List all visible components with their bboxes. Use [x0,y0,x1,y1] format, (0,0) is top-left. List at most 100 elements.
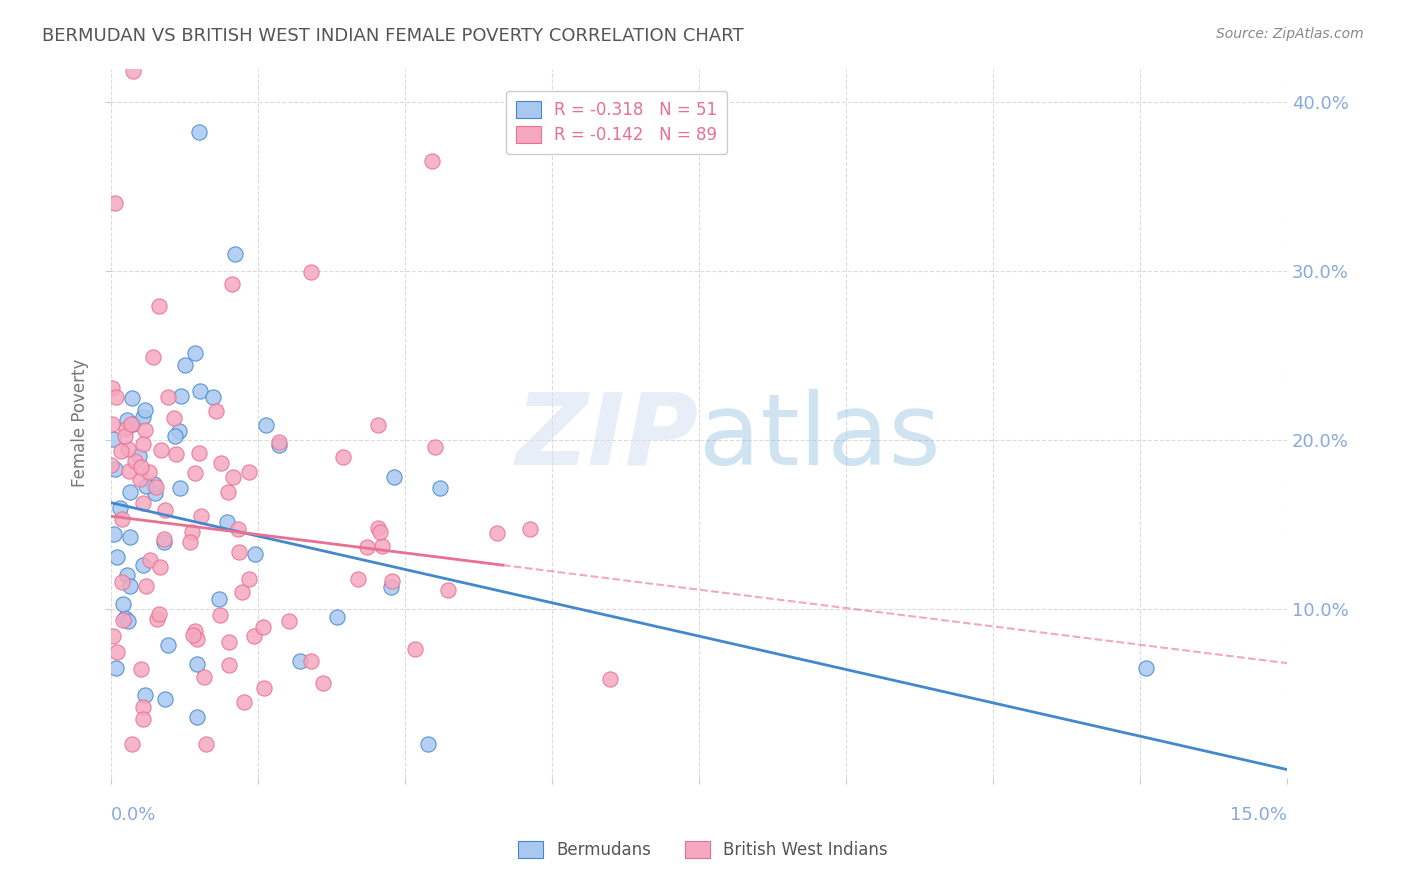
Point [367,417,389,432]
Point [129,460,152,475]
Point [209,607,232,622]
Text: Source: ZipAtlas.com: Source: ZipAtlas.com [1216,27,1364,41]
Point [135,479,157,493]
Point [404,641,426,656]
Point [356,540,378,554]
Point [599,672,621,686]
Point [117,442,139,457]
Point [153,533,176,547]
Point [186,632,208,646]
Point [165,447,187,461]
Point [184,345,207,359]
Point [346,572,368,586]
Point [132,700,155,714]
Point [128,449,150,463]
Point [254,417,277,432]
Point [145,480,167,494]
Point [122,64,145,78]
Point [134,688,156,702]
Point [100,381,122,395]
Point [187,125,209,139]
Point [148,607,170,622]
Point [367,521,389,535]
Point [149,560,172,574]
Point [118,530,141,544]
Y-axis label: Female Poverty: Female Poverty [72,359,89,487]
Legend: R = -0.318   N = 51, R = -0.142   N = 89: R = -0.318 N = 51, R = -0.142 N = 89 [506,91,727,154]
Point [269,434,291,449]
Point [252,620,274,634]
Point [118,464,141,478]
Point [179,534,201,549]
Point [195,737,218,751]
Point [157,638,180,652]
Point [221,470,243,484]
Text: BERMUDAN VS BRITISH WEST INDIAN FEMALE POVERTY CORRELATION CHART: BERMUDAN VS BRITISH WEST INDIAN FEMALE P… [42,27,744,45]
Point [129,662,152,676]
Point [201,390,224,404]
Point [132,410,155,425]
Point [277,614,299,628]
Point [519,523,541,537]
Point [153,535,176,549]
Point [245,547,267,561]
Point [1135,661,1157,675]
Point [380,580,402,594]
Point [101,417,124,431]
Point [148,299,170,313]
Point [253,681,276,696]
Point [299,655,322,669]
Point [115,568,138,582]
Point [132,712,155,726]
Point [218,657,240,672]
Point [104,390,127,404]
Point [139,553,162,567]
Point [121,391,143,405]
Point [382,469,405,483]
Point [132,558,155,572]
Point [114,429,136,443]
Point [138,465,160,479]
Text: 15.0%: 15.0% [1230,806,1286,824]
Point [124,454,146,468]
Point [132,436,155,450]
Point [134,424,156,438]
Point [100,458,122,472]
Point [150,442,173,457]
Point [184,466,207,480]
Point [112,613,135,627]
Point [111,512,134,526]
Text: 0.0%: 0.0% [111,806,156,824]
Point [238,572,260,586]
Point [231,584,253,599]
Point [129,472,152,486]
Point [186,710,208,724]
Point [209,456,232,470]
Point [111,574,134,589]
Point [115,413,138,427]
Point [167,424,190,438]
Point [114,422,136,436]
Point [142,351,165,365]
Point [153,503,176,517]
Point [188,446,211,460]
Point [436,582,458,597]
Point [368,524,391,539]
Point [188,384,211,399]
Point [299,265,322,279]
Point [110,500,132,515]
Point [186,657,208,671]
Point [157,390,180,404]
Point [101,433,124,447]
Point [131,496,153,510]
Point [114,610,136,624]
Point [288,654,311,668]
Point [118,579,141,593]
Point [267,438,290,452]
Point [118,485,141,500]
Point [416,737,439,751]
Point [110,443,132,458]
Point [228,545,250,559]
Point [371,539,394,553]
Point [381,574,404,589]
